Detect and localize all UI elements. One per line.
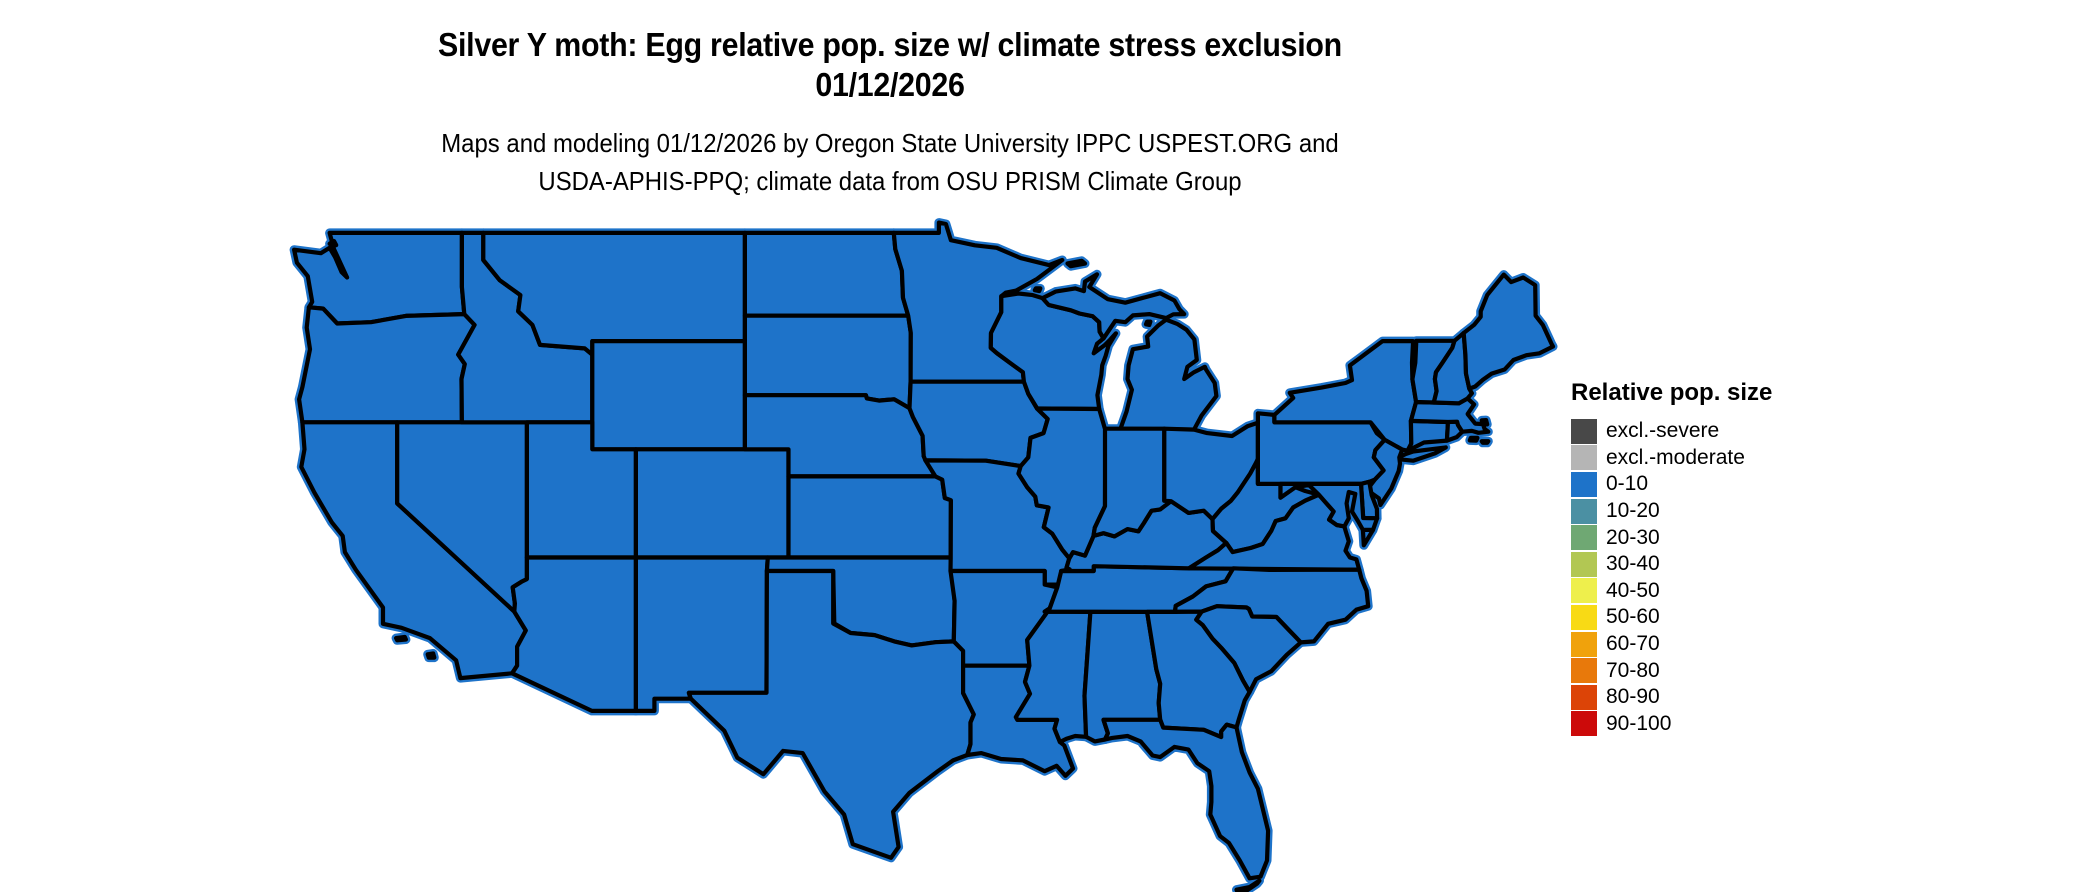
state-polygon-vineyard bbox=[1467, 435, 1480, 443]
state-polygon-san_juan bbox=[327, 238, 339, 249]
legend-label: 60-70 bbox=[1606, 632, 1660, 656]
state-polygon-fl bbox=[1101, 717, 1271, 881]
legend-label: excl.-severe bbox=[1606, 419, 1720, 443]
legend-label: 30-40 bbox=[1606, 552, 1660, 576]
state-polygon-channel_w bbox=[394, 634, 408, 643]
map-subtitle: Maps and modeling 01/12/2026 by Oregon S… bbox=[71, 124, 1709, 200]
legend-color-swatch bbox=[1571, 418, 1597, 444]
map-subtitle-line1: Maps and modeling 01/12/2026 by Oregon S… bbox=[441, 128, 1339, 158]
legend-color-swatch bbox=[1571, 471, 1597, 497]
state-polygon-nm bbox=[633, 555, 770, 714]
state-polygon-mi_up bbox=[1040, 272, 1187, 341]
map-subtitle-line2: USDA-APHIS-PPQ; climate data from OSU PR… bbox=[538, 166, 1242, 196]
state-polygon-tx bbox=[686, 568, 976, 860]
map-title-line1: Silver Y moth: Egg relative pop. size w/… bbox=[438, 26, 1342, 63]
legend-title: Relative pop. size bbox=[1571, 379, 1773, 406]
legend-item: 50-60 bbox=[1571, 604, 1772, 631]
legend-item: 40-50 bbox=[1571, 578, 1772, 605]
legend-label: 50-60 bbox=[1606, 605, 1660, 629]
legend-item: excl.-severe bbox=[1571, 418, 1772, 445]
state-polygon-beaver bbox=[1143, 319, 1153, 327]
state-polygon-isle_royale bbox=[1065, 258, 1088, 269]
map-title-date: 01/12/2026 bbox=[815, 66, 965, 103]
state-polygon-mi_lp bbox=[1118, 317, 1219, 432]
legend-label: 90-100 bbox=[1606, 711, 1672, 735]
map-header: Silver Y moth: Egg relative pop. size w/… bbox=[71, 25, 1709, 200]
legend-color-swatch bbox=[1571, 525, 1597, 551]
state-polygon-md bbox=[1278, 481, 1380, 533]
state-polygon-wy bbox=[590, 339, 748, 452]
legend-color-swatch bbox=[1571, 631, 1597, 657]
legend-item: 60-70 bbox=[1571, 631, 1772, 658]
legend-rows: excl.-severe excl.-moderate 0-10 10-20 20-30… bbox=[1571, 418, 1772, 737]
legend-item: excl.-moderate bbox=[1571, 445, 1772, 472]
legend-color-swatch bbox=[1571, 551, 1597, 577]
legend-color-swatch bbox=[1571, 445, 1597, 471]
legend-color-swatch bbox=[1571, 498, 1597, 524]
legend-label: 10-20 bbox=[1606, 499, 1660, 523]
legend-color-swatch bbox=[1571, 578, 1597, 604]
legend-item: 80-90 bbox=[1571, 684, 1772, 711]
state-polygon-channel_s bbox=[425, 651, 437, 660]
legend-color-swatch bbox=[1571, 658, 1597, 684]
legend-item: 20-30 bbox=[1571, 524, 1772, 551]
state-polygon-ga bbox=[1144, 609, 1252, 740]
legend-label: 80-90 bbox=[1606, 685, 1660, 709]
legend-color-swatch bbox=[1571, 711, 1597, 737]
state-polygon-nantucket bbox=[1479, 439, 1491, 445]
legend-item: 90-100 bbox=[1571, 711, 1772, 738]
legend-label: 0-10 bbox=[1606, 472, 1649, 496]
legend-label: 20-30 bbox=[1606, 525, 1660, 549]
legend-color-swatch bbox=[1571, 604, 1597, 630]
state-polygon-nj bbox=[1364, 437, 1405, 508]
legend-label: excl.-moderate bbox=[1606, 445, 1745, 469]
state-polygon-or bbox=[297, 305, 477, 425]
legend-item: 70-80 bbox=[1571, 657, 1772, 684]
state-polygon-me bbox=[1461, 272, 1556, 391]
state-polygon-nd bbox=[742, 230, 911, 318]
legend-label: 70-80 bbox=[1606, 658, 1660, 682]
state-polygon-keys bbox=[1234, 878, 1262, 892]
state-polygon-co bbox=[633, 447, 791, 560]
legend-item: 10-20 bbox=[1571, 498, 1772, 525]
legend: Relative pop. size excl.-severe excl.-mod… bbox=[1571, 381, 1772, 737]
legend-color-swatch bbox=[1571, 684, 1597, 710]
state-polygon-az bbox=[509, 555, 639, 714]
state-polygon-apostle bbox=[1032, 286, 1043, 294]
legend-item: 0-10 bbox=[1571, 471, 1772, 498]
state-polygon-ks bbox=[786, 474, 954, 560]
map-title: Silver Y moth: Egg relative pop. size w/… bbox=[71, 25, 1709, 105]
legend-item: 30-40 bbox=[1571, 551, 1772, 578]
legend-label: 40-50 bbox=[1606, 578, 1660, 602]
